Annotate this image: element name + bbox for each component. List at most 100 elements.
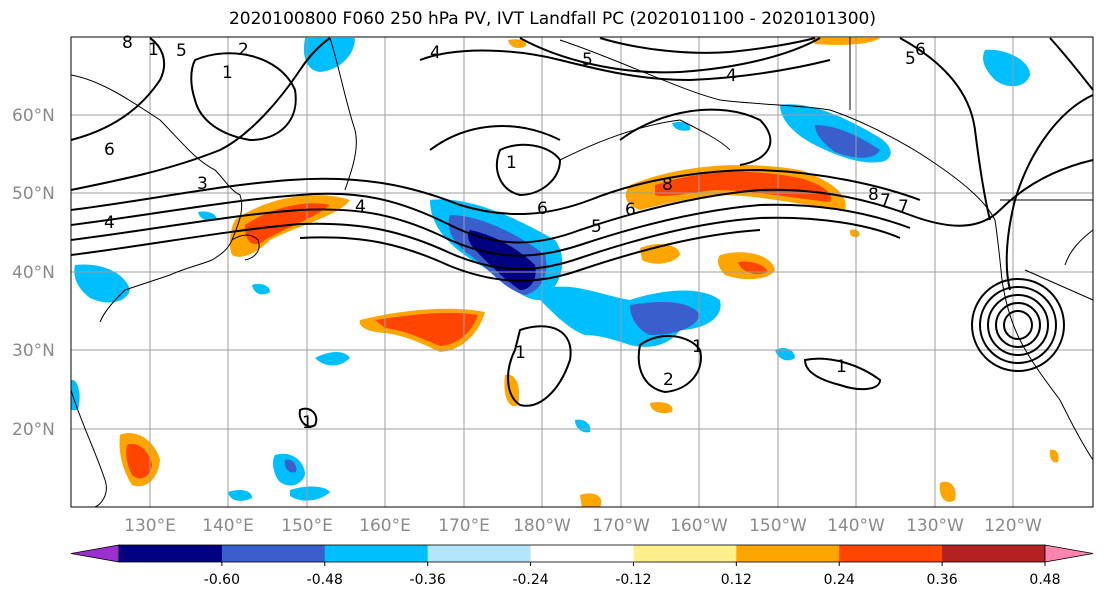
negative-anomaly-patch [775,347,795,361]
pv-contour-closed [803,357,882,391]
strong-positive-anomaly-patch [126,443,152,479]
negative-anomaly-patch [228,490,252,501]
map-frame [70,36,1094,508]
pv-contour-line [70,203,911,257]
colorbar-tick-label: 0.12 [721,572,752,588]
contour-label: 8 [662,175,673,195]
contour-label: 1 [515,343,526,363]
asia-coastline [70,74,243,323]
colorbar-tick-label: -0.48 [307,572,343,588]
japan-coastline [231,234,260,261]
state-border [1024,269,1094,301]
pv-contour-line [70,216,901,270]
lat-label: 30°N [12,341,55,361]
pv-contour-line [70,168,921,216]
contour-label: 6 [915,40,926,60]
colorbar-ticks: -0.60 -0.48 -0.36 -0.24 -0.12 0.12 0.24 0.36 0.4… [204,562,1061,588]
lon-label: 170°E [438,516,490,536]
strong-positive-anomaly-patch [245,203,330,245]
contour-label: 4 [355,197,366,217]
latitude-labels: 60°N 50°N 40°N 30°N 20°N [12,106,55,440]
contour-label: 8 [868,185,879,205]
negative-anomaly-patch [672,121,691,131]
negative-anomaly-patch [815,125,880,158]
lon-label: 140°W [827,516,885,536]
positive-anomaly-patch [650,402,673,414]
pv-contour-closed [507,325,572,407]
colorbar-segment [221,545,326,562]
strong-positive-anomaly-patch [738,261,768,274]
colorbar-tick-label: -0.36 [410,572,446,588]
contour-label: 6 [625,200,636,220]
colorbar-extend-high [1044,544,1094,563]
lon-label: 180°W [513,516,571,536]
contour-label: 3 [197,174,208,194]
colorbar-extend-low [70,544,120,563]
pv-contour-line [429,125,561,151]
pv-contour-line [299,229,761,282]
pv-contour-line [1005,94,1094,291]
colorbar-segments [70,544,1094,563]
colorbar-segment [427,545,532,562]
lat-label: 60°N [12,106,55,126]
colorbar-segment [839,545,943,562]
colorbar-segment [736,545,840,562]
map-title: 2020100800 F060 250 hPa PV, IVT Landfall… [228,9,876,29]
longitude-labels: 130°E 140°E 150°E 160°E 170°E 180°W 170°… [124,516,1042,536]
contour-label: 6 [104,140,115,160]
contour-label: 8 [122,33,133,53]
positive-anomaly-patch [1049,449,1059,463]
contour-label: 5 [905,49,916,69]
asia-south-coastline [70,389,107,508]
positive-anomaly-patch [810,38,880,45]
pv-contour-line [519,37,821,74]
pv-contour-line [599,37,816,54]
positive-anomaly-patch [939,481,956,502]
contour-label: 1 [222,63,233,83]
pv-contour-closed [979,286,1057,364]
pv-contour-closed [495,143,562,197]
negative-anomaly-patch [290,486,330,501]
lon-label: 130°E [124,516,176,536]
pv-contour-line [70,37,166,141]
colorbar-tick-label: -0.12 [615,572,651,588]
contour-labels: 8 1 5 2 4 1 6 3 4 5 6 8 7 6 5 1 1 1 2 1 … [104,33,926,433]
contour-label: 5 [582,50,593,70]
lon-label: 160°W [670,516,728,536]
colorbar-segment [324,545,429,562]
contour-label: 5 [591,217,602,237]
colorbar-tick-label: -0.60 [204,572,240,588]
colorbar-segment [942,545,1046,562]
contour-label: 4 [104,213,115,233]
lon-label: 150°W [749,516,807,536]
colorbar: -0.60 -0.48 -0.36 -0.24 -0.12 0.12 0.24 0.36 0.4… [70,544,1094,588]
aleutian-chain [559,119,731,161]
inland-border [1064,229,1094,266]
pv-contour-closed [298,407,318,428]
contour-label: 6 [537,199,548,219]
colorbar-tick-label: 0.36 [927,572,958,588]
lon-label: 120°W [984,516,1042,536]
strong-positive-anomaly-patch [375,312,478,346]
negative-anomaly-patch [252,283,270,295]
pv-contour-closed [971,278,1065,372]
lat-label: 50°N [12,184,55,204]
lon-label: 140°E [202,516,254,536]
pv-contour-line [899,37,991,221]
negative-anomaly-patch [74,264,130,303]
contour-label: 1 [302,413,313,433]
negative-anomaly-patch [630,302,700,335]
contour-label: 4 [430,43,441,63]
negative-anomaly-patch [303,38,355,72]
contour-label: 7 [898,197,909,217]
negative-anomaly-patch [198,211,217,221]
contour-label: 7 [880,191,891,211]
contour-label: 2 [663,370,674,390]
coastlines [70,37,1094,508]
contour-label: 4 [726,66,737,86]
positive-anomaly-patch [580,493,602,507]
lon-label: 130°W [906,516,964,536]
positive-anomaly-patch [849,229,860,238]
colorbar-segment [530,545,634,562]
colorbar-tick-label: -0.24 [512,572,548,588]
